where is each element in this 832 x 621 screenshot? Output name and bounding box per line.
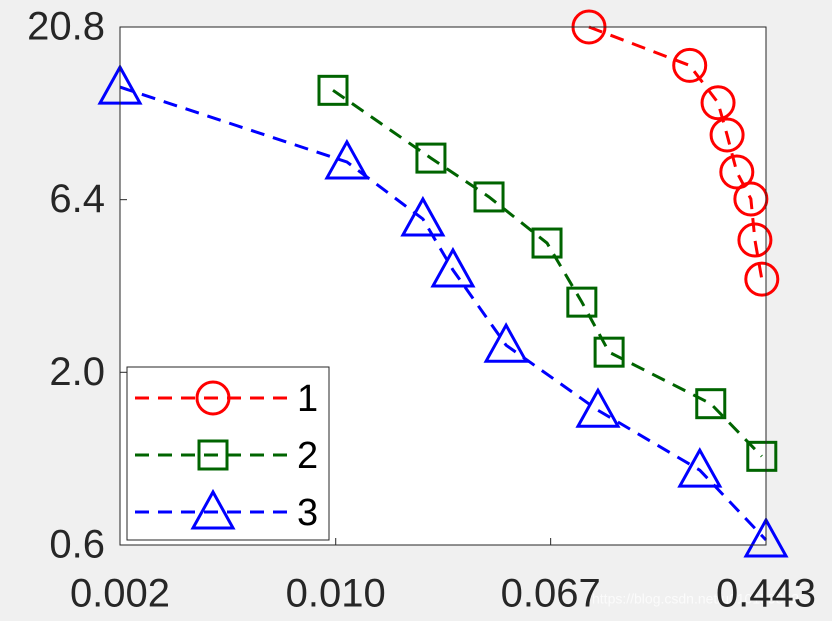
marker [324,138,370,180]
marker [593,336,625,368]
marker [473,181,505,213]
plot-layer [97,9,789,558]
series-line [119,85,768,542]
y-tick-label: 20.8 [27,5,105,49]
x-tick-label: 0.067 [501,572,601,616]
marker [430,246,476,288]
marker [719,154,755,190]
x-tick-label: 0.443 [716,572,816,616]
marker [746,440,778,472]
marker [709,117,745,153]
marker [483,322,529,363]
marker [195,380,231,416]
marker [566,286,598,318]
marker [733,181,769,217]
series-line [588,25,764,280]
legend-label: 3 [297,492,318,534]
marker [700,85,736,121]
y-tick-label: 2.0 [49,350,105,394]
x-tick-label: 0.002 [70,572,170,616]
marker [400,195,446,237]
y-tick-label: 6.4 [49,177,105,221]
marker [672,47,708,83]
x-tick-label: 0.010 [286,572,386,616]
legend: 1 2 3 [126,366,330,541]
marker [190,488,236,530]
marker [695,388,727,420]
axes-box [119,26,767,546]
marker [197,439,229,471]
marker [415,142,447,174]
y-tick-label: 0.6 [49,523,105,567]
watermark: https://blog.csdn.net/u010159842 [592,591,799,607]
marker [744,261,780,297]
marker [743,516,789,558]
marker [737,222,773,258]
marker [531,227,563,259]
marker [677,447,723,488]
series-line [332,89,763,458]
marker [317,74,349,106]
legend-label: 1 [297,378,318,420]
marker [575,387,621,428]
legend-label: 2 [297,435,318,477]
